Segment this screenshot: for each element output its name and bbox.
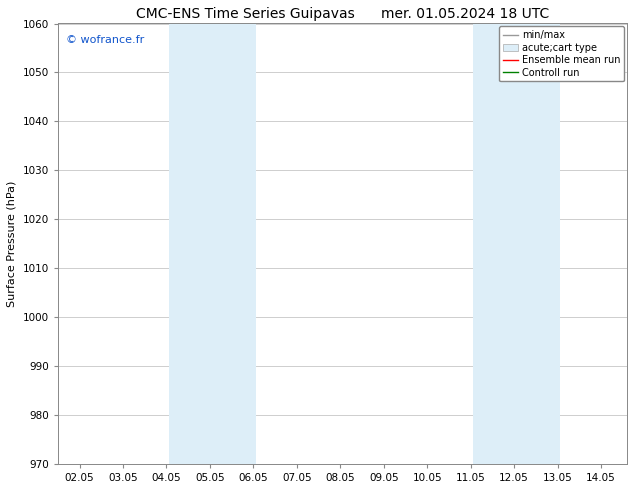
Text: © wofrance.fr: © wofrance.fr — [67, 34, 145, 45]
Bar — [473, 24, 560, 464]
Legend: min/max, acute;cart type, Ensemble mean run, Controll run: min/max, acute;cart type, Ensemble mean … — [500, 26, 624, 81]
Bar — [169, 24, 256, 464]
Title: CMC-ENS Time Series Guipavas      mer. 01.05.2024 18 UTC: CMC-ENS Time Series Guipavas mer. 01.05.… — [136, 7, 549, 21]
Y-axis label: Surface Pressure (hPa): Surface Pressure (hPa) — [7, 181, 17, 307]
